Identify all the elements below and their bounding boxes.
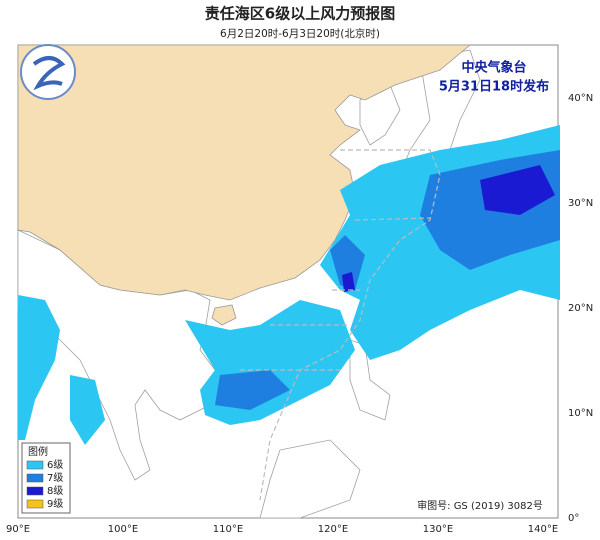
boundary: [259, 149, 441, 501]
subtitle: 6月2日20时-6月3日20时(北京时): [220, 27, 380, 40]
lon-labels: 90°E 100°E 110°E 120°E 130°E 140°E: [6, 524, 558, 535]
legend-label: 8级: [47, 485, 63, 497]
title: 责任海区6级以上风力预报图: [205, 5, 395, 23]
legend-title: 图例: [28, 445, 48, 458]
legend-label: 7级: [47, 472, 63, 484]
lat-label: 30°N: [568, 198, 593, 209]
lon-label: 90°E: [6, 524, 30, 535]
lat-labels: 0° 10°N 20°N 30°N 40°N: [568, 93, 593, 524]
lon-label: 120°E: [318, 524, 348, 535]
legend-label: 9级: [47, 498, 63, 510]
agency: 中央气象台: [461, 60, 526, 76]
lat-label: 10°N: [568, 408, 593, 419]
map: [17, 44, 560, 519]
legend-swatch: [26, 473, 44, 483]
china: [17, 44, 472, 301]
hainan: [211, 304, 237, 326]
lon-label: 140°E: [528, 524, 558, 535]
lon-label: 130°E: [423, 524, 453, 535]
legend-swatch: [26, 499, 44, 509]
issue-time: 5月31日18时发布: [439, 79, 549, 95]
lat-label: 20°N: [568, 303, 593, 314]
lat-label: 40°N: [568, 93, 593, 104]
wind-area: [342, 165, 555, 292]
lon-label: 100°E: [108, 524, 138, 535]
legend-swatch: [26, 460, 44, 470]
review-number: 审图号: GS (2019) 3082号: [417, 499, 543, 512]
legend-swatch: [26, 486, 44, 496]
southeast-asia: [17, 229, 231, 481]
lat-label: 0°: [568, 513, 579, 524]
logo-mark: [32, 56, 66, 91]
lon-label: 110°E: [213, 524, 243, 535]
wind-area: [215, 150, 560, 410]
legend-label: 6级: [47, 459, 63, 471]
wind-area: [18, 295, 105, 445]
